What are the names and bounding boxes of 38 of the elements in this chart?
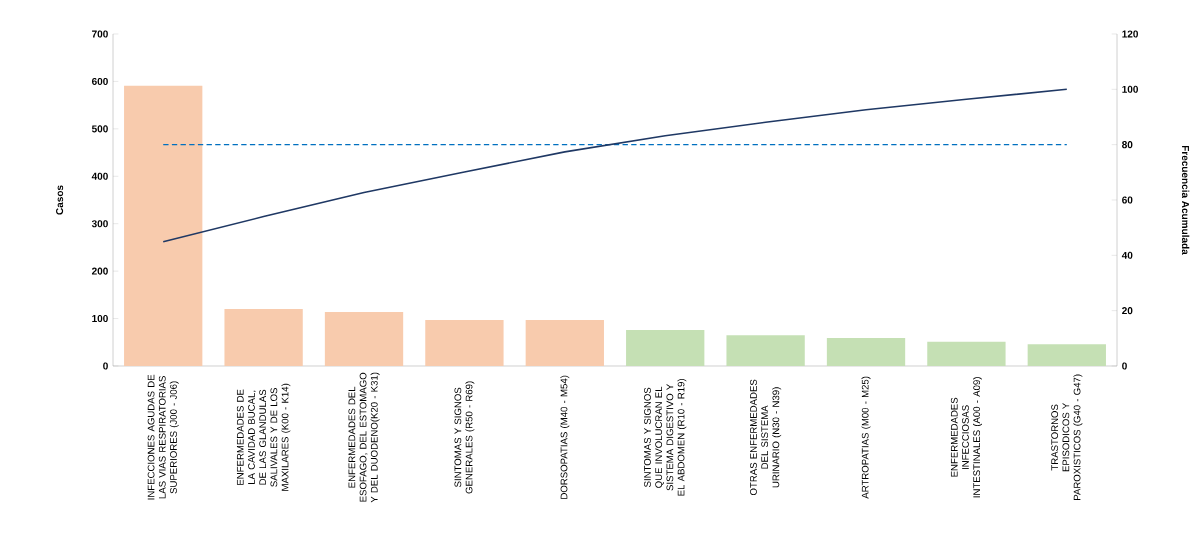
bar bbox=[826, 338, 906, 366]
x-tick-label: ENFERMEDADES DEL ESOFAGO, DEL ESTOMAGO Y DEL DUODENO(K20 - K31) bbox=[348, 372, 380, 503]
y2-tick-label: 80 bbox=[1122, 141, 1133, 149]
y2-tick-label: 40 bbox=[1121, 251, 1133, 259]
y2-tick-label: 60 bbox=[1122, 196, 1133, 204]
y-tick-label: 0 bbox=[103, 362, 108, 370]
line-series bbox=[162, 88, 1068, 243]
y2-axis-title: Frecuencia Acumulada bbox=[1181, 145, 1190, 255]
y-tick-label: 400 bbox=[91, 172, 108, 180]
x-tick-label: ARTROPATIAS (M00 - M25) bbox=[861, 376, 871, 499]
x-tick-label: TRASTORNOS EPISODICOS Y PAROXISTICOS (G40 - G47) bbox=[1051, 374, 1083, 500]
bar bbox=[124, 85, 203, 366]
y-tick-label: 200 bbox=[91, 267, 108, 275]
y-tick-label: 600 bbox=[91, 77, 108, 85]
y-tick-label: 100 bbox=[92, 315, 108, 323]
x-tick-label: DORSOPATIAS (M40 - M54) bbox=[560, 375, 570, 499]
x-tick-label: SINTOMAS Y SIGNOS GENERALES (R50 - R69) bbox=[454, 381, 475, 494]
x-tick-label: INFECCIONES AGUDAS DE LAS VIAS RESPIRATORIAS SUPERIORES (J00 - J06) bbox=[147, 374, 179, 500]
bar bbox=[927, 341, 1006, 366]
y2-tick-label: 20 bbox=[1122, 307, 1133, 315]
x-tick-label: OTRAS ENFERMEDADES DEL SISTEMA URINARIO (N30 - N39) bbox=[750, 379, 782, 496]
y-axis-title: Casos bbox=[56, 185, 64, 215]
y2-tick-label: 120 bbox=[1122, 30, 1138, 38]
bar bbox=[1027, 344, 1106, 366]
y-tick-label: 500 bbox=[91, 125, 108, 133]
x-tick-label: ENFERMEDADES INFECCIOSAS INTESTINALES (A00 - A09) bbox=[950, 377, 982, 498]
bar bbox=[224, 309, 303, 366]
y-tick-label: 300 bbox=[91, 220, 108, 228]
bar bbox=[525, 319, 604, 366]
x-tick-label: ENFERMEDADES DE LA CAVIDAD BUCAL, DE LAS GLANDULAS SALIVALES Y DE LOS MAXILARES (K00 - K14) bbox=[236, 383, 291, 491]
bar bbox=[425, 319, 504, 366]
y2-tick-label: 100 bbox=[1122, 85, 1138, 93]
y2-tick-label: 0 bbox=[1122, 362, 1127, 370]
x-tick-label: SINTOMAS Y SIGNOS QUE INVOLUCRAN EL SISTEMA DIGESTIVO Y EL ABDOMEN (R10 - R19) bbox=[644, 379, 687, 496]
bar bbox=[626, 329, 705, 366]
y-tick-label: 700 bbox=[92, 30, 108, 38]
bar bbox=[726, 335, 805, 366]
bar bbox=[324, 311, 404, 366]
